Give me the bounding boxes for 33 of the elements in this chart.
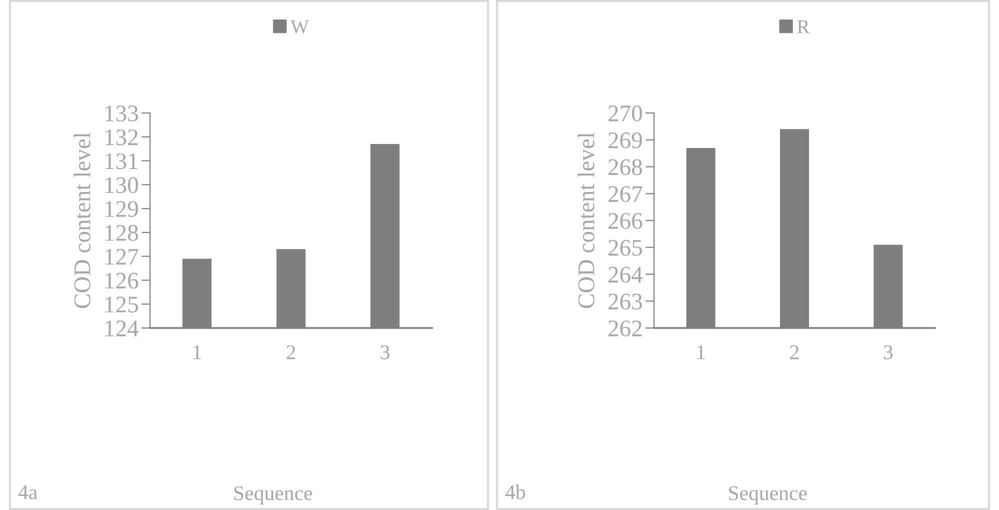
y-tick-label: 265 xyxy=(608,240,642,256)
y-tick-label: 262 xyxy=(608,320,642,336)
legend-label: W xyxy=(290,20,309,34)
y-tick-label: 131 xyxy=(106,153,138,170)
x-tick-label: 2 xyxy=(790,345,799,360)
y-tick-label: 125 xyxy=(106,296,138,313)
y-tick-label: 263 xyxy=(608,294,642,310)
y-tick-label: 267 xyxy=(608,186,642,202)
y-tick-label: 132 xyxy=(106,129,138,146)
text: 4a xyxy=(18,485,38,500)
x-tick-label: 2 xyxy=(286,345,296,360)
legend-label: R xyxy=(797,20,810,34)
y-tick-label: 127 xyxy=(106,248,138,265)
x-tick-label: 3 xyxy=(380,345,390,360)
text: 4b xyxy=(505,484,526,500)
y-tick-label: 128 xyxy=(106,224,138,241)
y-tick-label: 270 xyxy=(608,105,642,122)
y-axis-title: COD content level xyxy=(74,132,90,308)
y-tick-label: 266 xyxy=(608,213,642,229)
y-tick-label: 133 xyxy=(106,106,138,122)
x-axis-title: Sequence xyxy=(729,486,807,504)
y-tick-label: 124 xyxy=(106,320,139,336)
y-tick-label: 268 xyxy=(608,159,642,176)
x-tick-label: 1 xyxy=(697,345,705,360)
y-tick-label: 130 xyxy=(106,177,138,194)
y-tick-label: 126 xyxy=(106,272,138,289)
y-axis-title: COD content level xyxy=(578,132,594,308)
x-tick-label: 1 xyxy=(194,345,201,360)
x-axis-title: Sequence xyxy=(234,486,312,504)
y-tick-label: 264 xyxy=(608,266,643,283)
x-tick-label: 3 xyxy=(884,345,893,360)
y-tick-label: 269 xyxy=(608,132,642,148)
y-tick-label: 129 xyxy=(106,201,138,217)
